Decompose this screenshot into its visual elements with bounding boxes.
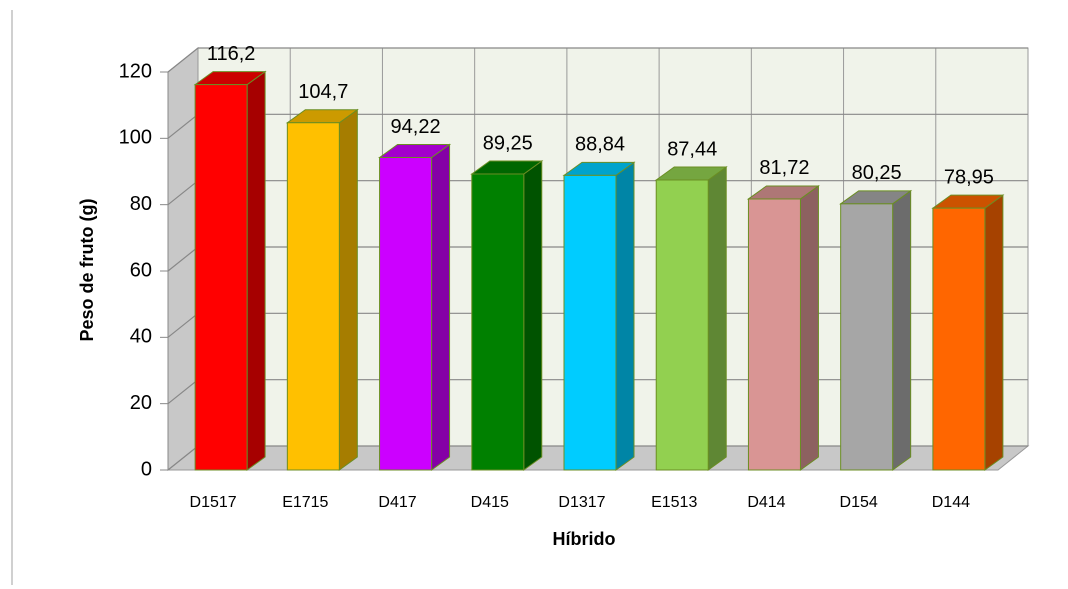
bar-side	[338, 108, 358, 471]
bar-side	[984, 194, 1004, 471]
y-tick-label: 40	[130, 326, 152, 348]
bar-side	[246, 70, 266, 471]
y-tick-label: 20	[130, 392, 152, 414]
x-tick-label: E1513	[651, 494, 697, 511]
x-tick-label: D415	[471, 494, 509, 511]
bar	[286, 122, 340, 471]
bar-side	[799, 184, 819, 471]
x-tick-label: D417	[378, 494, 416, 511]
grid-line	[167, 47, 1028, 73]
value-label: 88,84	[575, 134, 625, 156]
bar	[563, 174, 617, 471]
y-axis-title: Peso de fruto (g)	[77, 198, 97, 341]
value-label: 87,44	[667, 138, 717, 160]
value-label: 104,7	[298, 81, 348, 103]
value-label: 116,2	[207, 43, 256, 65]
x-tick-label: D414	[747, 494, 785, 511]
bar-side	[615, 161, 635, 471]
y-tick-label: 0	[141, 458, 152, 480]
x-tick-label: D1517	[190, 494, 237, 511]
x-tick-label: D144	[932, 494, 970, 511]
x-tick-label: E1715	[282, 494, 328, 511]
value-label: 80,25	[852, 162, 902, 184]
bar	[747, 198, 801, 471]
x-tick-label: D154	[840, 494, 878, 511]
value-label: 81,72	[759, 157, 809, 179]
bar	[655, 179, 709, 471]
y-tick-label: 80	[130, 193, 152, 215]
bar	[840, 203, 894, 471]
bar-side	[707, 166, 727, 471]
bar-side	[523, 160, 543, 471]
y-tick-label: 100	[119, 127, 152, 149]
bar-side	[431, 143, 451, 471]
bar	[471, 173, 525, 471]
x-axis-title: Híbrido	[553, 529, 616, 549]
bar	[379, 157, 433, 471]
y-tick-label: 120	[119, 60, 152, 82]
bar	[932, 207, 986, 471]
x-tick-label: D1317	[558, 494, 605, 511]
value-label: 78,95	[944, 166, 994, 188]
bar	[194, 84, 248, 471]
y-tick-label: 60	[130, 259, 152, 281]
value-label: 89,25	[483, 132, 533, 154]
bar-side	[892, 189, 912, 471]
value-label: 94,22	[391, 116, 441, 138]
